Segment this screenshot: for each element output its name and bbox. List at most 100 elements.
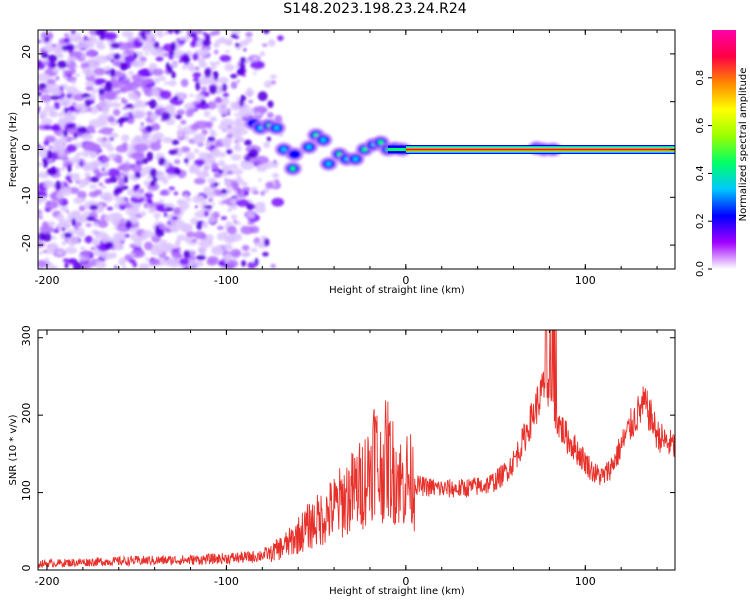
noise-speck xyxy=(162,52,170,57)
noise-speck xyxy=(219,266,225,269)
noise-speck xyxy=(153,212,162,219)
y-tick-label: 10 xyxy=(20,93,33,107)
noise-speck-strong xyxy=(165,62,171,72)
noise-speck-strong xyxy=(257,91,268,102)
signal-blob-core xyxy=(291,152,298,157)
noise-speck xyxy=(124,233,131,238)
noise-speck xyxy=(213,172,222,178)
noise-speck-strong xyxy=(204,68,212,78)
noise-speck xyxy=(217,260,225,267)
noise-speck xyxy=(235,142,240,147)
noise-speck xyxy=(202,31,207,36)
noise-speck-strong xyxy=(84,99,92,107)
noise-speck xyxy=(168,53,174,60)
colorbar-gradient xyxy=(712,30,736,269)
noise-speck xyxy=(150,112,158,121)
noise-speck-strong xyxy=(43,36,50,43)
noise-speck xyxy=(84,80,95,87)
noise-speck xyxy=(38,73,51,82)
noise-speck xyxy=(214,60,221,66)
noise-speck xyxy=(217,141,223,147)
noise-speck xyxy=(48,145,54,149)
noise-speck-strong xyxy=(135,184,140,190)
noise-speck xyxy=(88,191,99,198)
noise-speck xyxy=(132,109,147,119)
noise-speck xyxy=(247,212,256,219)
noise-speck xyxy=(210,162,219,170)
noise-speck xyxy=(193,260,204,268)
noise-speck xyxy=(48,110,58,117)
noise-speck xyxy=(252,190,259,195)
noise-speck-strong xyxy=(213,182,219,187)
noise-speck-strong xyxy=(42,159,49,168)
noise-speck xyxy=(203,170,209,175)
noise-speck-strong xyxy=(195,255,206,261)
noise-speck xyxy=(219,54,232,63)
noise-speck xyxy=(101,79,107,83)
noise-speck-strong xyxy=(262,30,270,35)
noise-speck xyxy=(43,139,50,146)
noise-speck xyxy=(214,30,221,36)
noise-speck xyxy=(232,168,244,175)
noise-speck xyxy=(208,215,217,223)
noise-speck xyxy=(159,190,168,196)
noise-speck xyxy=(222,126,230,132)
noise-speck-strong xyxy=(119,61,128,71)
noise-speck xyxy=(181,223,193,230)
noise-speck xyxy=(254,241,262,247)
noise-speck xyxy=(223,235,237,244)
noise-speck xyxy=(208,197,214,203)
noise-speck xyxy=(66,144,78,153)
noise-speck xyxy=(236,175,242,180)
noise-speck xyxy=(122,265,127,269)
noise-speck-strong xyxy=(165,207,174,212)
noise-speck xyxy=(203,164,211,171)
y-tick-label: 200 xyxy=(20,403,33,424)
noise-speck xyxy=(230,102,241,111)
noise-speck xyxy=(180,146,191,153)
noise-speck xyxy=(163,31,169,36)
noise-speck xyxy=(128,259,137,264)
noise-speck xyxy=(120,78,129,85)
noise-speck xyxy=(237,109,253,118)
noise-speck-strong xyxy=(189,32,198,38)
noise-speck xyxy=(271,197,285,207)
noise-speck xyxy=(222,243,233,251)
noise-speck xyxy=(226,133,234,139)
noise-speck xyxy=(206,259,218,266)
noise-speck xyxy=(163,212,168,218)
noise-speck-strong xyxy=(73,132,78,138)
noise-speck xyxy=(89,106,99,115)
noise-speck-strong xyxy=(140,31,146,39)
noise-speck xyxy=(71,210,81,217)
noise-speck xyxy=(82,162,98,171)
noise-speck xyxy=(117,179,126,187)
noise-speck xyxy=(38,124,44,130)
noise-speck xyxy=(81,198,87,202)
noise-speck xyxy=(201,207,207,213)
noise-speck xyxy=(70,30,76,35)
noise-speck xyxy=(234,113,239,117)
noise-speck-strong xyxy=(50,95,61,101)
noise-speck xyxy=(127,35,134,42)
noise-speck xyxy=(230,154,242,161)
noise-speck xyxy=(65,175,72,181)
colorbar-tick-label: 0.4 xyxy=(695,165,706,181)
noise-speck xyxy=(100,185,107,190)
noise-speck xyxy=(79,216,86,222)
noise-speck xyxy=(189,262,194,267)
noise-speck xyxy=(144,52,149,56)
noise-speck xyxy=(192,71,202,79)
noise-speck xyxy=(177,40,184,44)
noise-speck-strong xyxy=(184,157,189,164)
noise-speck-strong xyxy=(123,175,129,184)
noise-speck-strong xyxy=(65,43,75,52)
noise-speck xyxy=(102,157,111,162)
noise-speck xyxy=(66,235,79,245)
noise-speck xyxy=(138,263,150,269)
noise-speck-strong xyxy=(145,125,154,133)
noise-speck xyxy=(236,136,245,143)
noise-speck xyxy=(104,169,109,173)
noise-speck xyxy=(118,257,127,266)
noise-speck xyxy=(96,151,100,155)
